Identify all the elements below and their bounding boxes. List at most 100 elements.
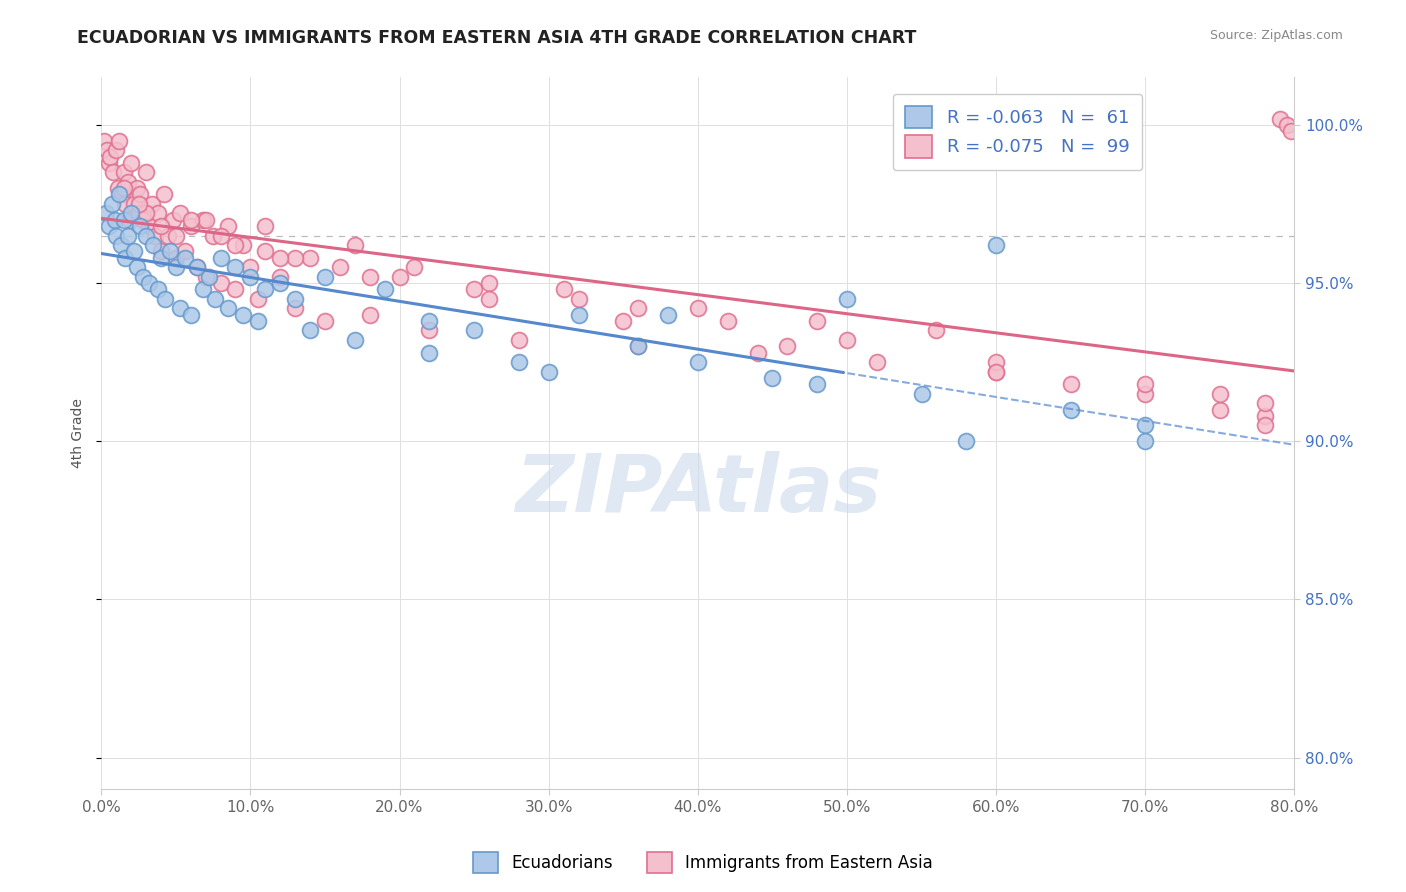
Point: [224, 260, 246, 275]
Text: ECUADORIAN VS IMMIGRANTS FROM EASTERN ASIA 4TH GRADE CORRELATION CHART: ECUADORIAN VS IMMIGRANTS FROM EASTERN AS…: [77, 29, 917, 46]
Point: [143, 228, 166, 243]
Point: [388, 269, 411, 284]
Point: [204, 292, 226, 306]
Point: [508, 355, 530, 369]
Point: [835, 333, 858, 347]
Point: [165, 228, 187, 243]
Point: [173, 251, 195, 265]
Point: [269, 269, 291, 284]
Point: [117, 175, 139, 189]
Point: [191, 282, 214, 296]
Point: [567, 292, 589, 306]
Text: ZIPAtlas: ZIPAtlas: [515, 451, 882, 529]
Point: [117, 228, 139, 243]
Point: [612, 314, 634, 328]
Point: [180, 308, 202, 322]
Point: [108, 134, 131, 148]
Point: [463, 324, 485, 338]
Point: [128, 206, 150, 220]
Point: [209, 276, 232, 290]
Point: [169, 206, 191, 220]
Point: [180, 219, 202, 233]
Point: [627, 339, 650, 353]
Point: [146, 282, 169, 296]
Point: [194, 212, 217, 227]
Point: [232, 238, 254, 252]
Point: [747, 345, 769, 359]
Point: [314, 269, 336, 284]
Point: [508, 333, 530, 347]
Point: [232, 308, 254, 322]
Point: [1135, 377, 1157, 392]
Point: [567, 308, 589, 322]
Point: [627, 339, 650, 353]
Point: [93, 134, 115, 148]
Point: [314, 314, 336, 328]
Point: [1253, 418, 1275, 433]
Point: [478, 292, 501, 306]
Point: [209, 228, 232, 243]
Point: [657, 308, 679, 322]
Point: [122, 197, 145, 211]
Point: [128, 197, 150, 211]
Point: [761, 371, 783, 385]
Point: [1209, 402, 1232, 417]
Point: [1275, 118, 1298, 132]
Point: [418, 314, 440, 328]
Point: [254, 219, 277, 233]
Point: [254, 244, 277, 259]
Point: [105, 228, 128, 243]
Point: [186, 260, 208, 275]
Point: [173, 244, 195, 259]
Point: [1209, 386, 1232, 401]
Point: [209, 251, 232, 265]
Point: [146, 206, 169, 220]
Point: [343, 333, 366, 347]
Point: [114, 197, 136, 211]
Point: [224, 282, 246, 296]
Point: [806, 377, 828, 392]
Point: [359, 269, 381, 284]
Point: [984, 238, 1007, 252]
Point: [100, 197, 122, 211]
Point: [1060, 402, 1083, 417]
Point: [984, 365, 1007, 379]
Point: [114, 251, 136, 265]
Point: [120, 156, 142, 170]
Point: [269, 251, 291, 265]
Point: [1253, 409, 1275, 423]
Point: [165, 251, 187, 265]
Point: [1060, 377, 1083, 392]
Point: [925, 324, 948, 338]
Point: [239, 269, 262, 284]
Point: [129, 187, 152, 202]
Point: [138, 276, 160, 290]
Point: [984, 365, 1007, 379]
Point: [284, 301, 307, 316]
Point: [478, 276, 501, 290]
Point: [142, 238, 165, 252]
Point: [135, 165, 157, 179]
Point: [463, 282, 485, 296]
Point: [104, 212, 127, 227]
Point: [111, 187, 134, 202]
Point: [96, 143, 118, 157]
Point: [141, 197, 163, 211]
Legend: Ecuadorians, Immigrants from Eastern Asia: Ecuadorians, Immigrants from Eastern Asi…: [467, 846, 939, 880]
Point: [125, 260, 148, 275]
Point: [217, 301, 239, 316]
Point: [105, 143, 128, 157]
Point: [537, 365, 560, 379]
Point: [717, 314, 740, 328]
Point: [343, 238, 366, 252]
Point: [1135, 386, 1157, 401]
Point: [197, 269, 219, 284]
Y-axis label: 4th Grade: 4th Grade: [72, 399, 86, 468]
Point: [806, 314, 828, 328]
Point: [955, 434, 977, 449]
Point: [138, 219, 160, 233]
Point: [269, 276, 291, 290]
Point: [135, 228, 157, 243]
Point: [217, 219, 239, 233]
Text: Source: ZipAtlas.com: Source: ZipAtlas.com: [1209, 29, 1343, 42]
